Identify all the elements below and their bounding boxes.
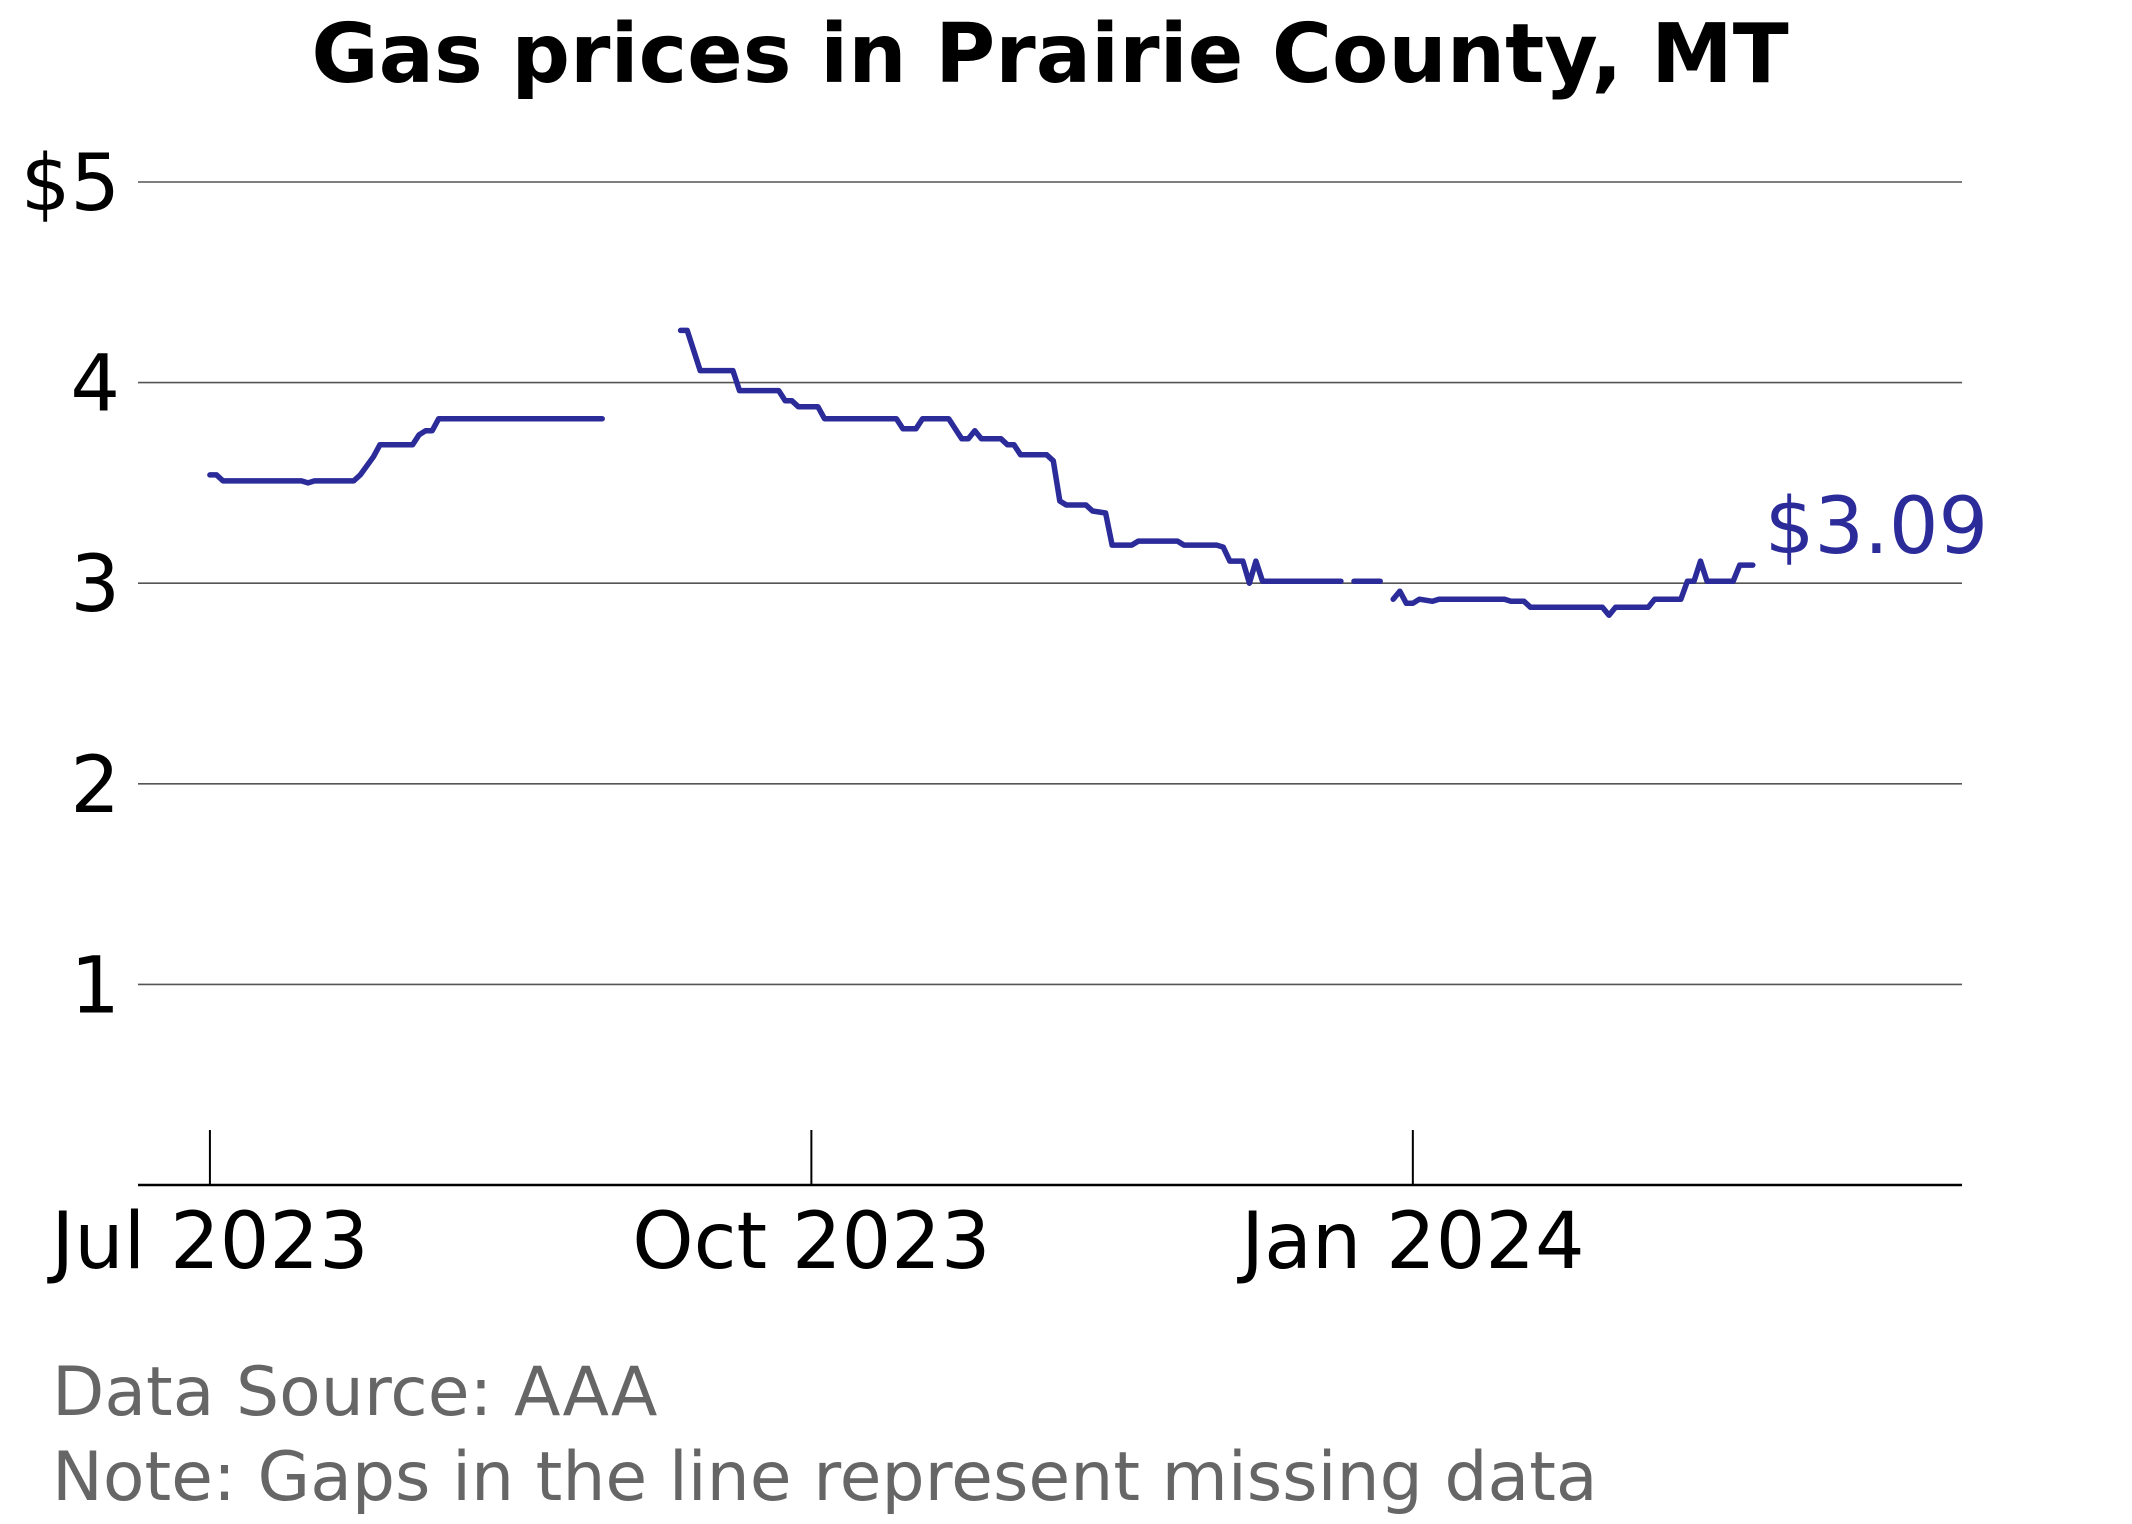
gridlines (138, 181, 1962, 986)
price-line-segment (207, 415, 605, 486)
y-tick-label: 4 (70, 340, 120, 430)
y-tick-label: 2 (70, 741, 120, 831)
latest-price-label: $3.09 (1765, 482, 1988, 572)
price-line-segment (1390, 558, 1756, 619)
data-source-note: Data Source: AAA (52, 1353, 657, 1432)
y-tick-label: $5 (21, 139, 120, 229)
y-axis-ticks: $5 4 3 2 1 (21, 139, 120, 1031)
missing-data-note: Note: Gaps in the line represent missing… (52, 1438, 1598, 1517)
chart-title: Gas prices in Prairie County, MT (311, 7, 1788, 102)
y-tick-label: 1 (70, 941, 120, 1031)
y-tick-label: 3 (70, 540, 120, 630)
x-tick-label: Jan 2024 (1236, 1197, 1585, 1287)
x-tick-label: Oct 2023 (632, 1197, 990, 1287)
price-line-segment (677, 327, 1344, 586)
x-tick-label: Jul 2023 (46, 1197, 368, 1287)
price-line (207, 327, 1756, 619)
x-axis: Jul 2023 Oct 2023 Jan 2024 (46, 1130, 1962, 1287)
